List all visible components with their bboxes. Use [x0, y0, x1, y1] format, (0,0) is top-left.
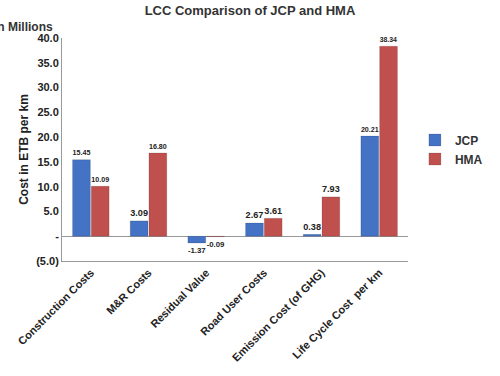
- svg-text:20.21: 20.21: [361, 126, 379, 134]
- svg-text:38.34: 38.34: [380, 36, 397, 43]
- svg-text:Emission Cost (of GHG): Emission Cost (of GHG): [230, 266, 327, 363]
- svg-text:40.0: 40.0: [37, 32, 58, 44]
- svg-text:M&R Costs: M&R Costs: [104, 267, 154, 317]
- svg-text:Construction Costs: Construction Costs: [15, 267, 96, 348]
- svg-text:-: -: [55, 230, 59, 242]
- svg-text:35.0: 35.0: [37, 57, 58, 69]
- svg-text:-0.09: -0.09: [207, 240, 225, 249]
- svg-text:0.38: 0.38: [303, 222, 321, 232]
- svg-text:7.93: 7.93: [322, 184, 340, 194]
- svg-text:10.09: 10.09: [91, 176, 109, 184]
- svg-text:3.09: 3.09: [130, 208, 148, 218]
- svg-text:JCP: JCP: [455, 134, 478, 148]
- svg-text:10.0: 10.0: [37, 181, 58, 193]
- svg-text:15.0: 15.0: [37, 156, 58, 168]
- svg-text:25.0: 25.0: [37, 106, 58, 118]
- svg-text:3.61: 3.61: [264, 206, 282, 216]
- svg-text:5.0: 5.0: [44, 205, 59, 217]
- svg-text:20.0: 20.0: [37, 131, 58, 143]
- svg-text:Life Cycle Cost per km: Life Cycle Cost per km: [290, 266, 385, 361]
- svg-text:(5.0): (5.0): [36, 255, 59, 267]
- svg-text:2.67: 2.67: [246, 210, 264, 220]
- svg-text:Cost in ETB per km: Cost in ETB per km: [17, 94, 31, 205]
- svg-text:15.45: 15.45: [73, 149, 91, 157]
- svg-text:In Millions: In Millions: [0, 20, 53, 34]
- svg-text:Road User Costs: Road User Costs: [198, 267, 269, 338]
- svg-text:Residual Value: Residual Value: [148, 267, 211, 330]
- svg-text:30.0: 30.0: [37, 81, 58, 93]
- svg-text:-1.37: -1.37: [188, 246, 206, 255]
- svg-text:16.80: 16.80: [149, 143, 167, 151]
- svg-text:LCC Comparison of JCP and HMA: LCC Comparison of JCP and HMA: [145, 3, 356, 18]
- svg-text:HMA: HMA: [455, 153, 483, 167]
